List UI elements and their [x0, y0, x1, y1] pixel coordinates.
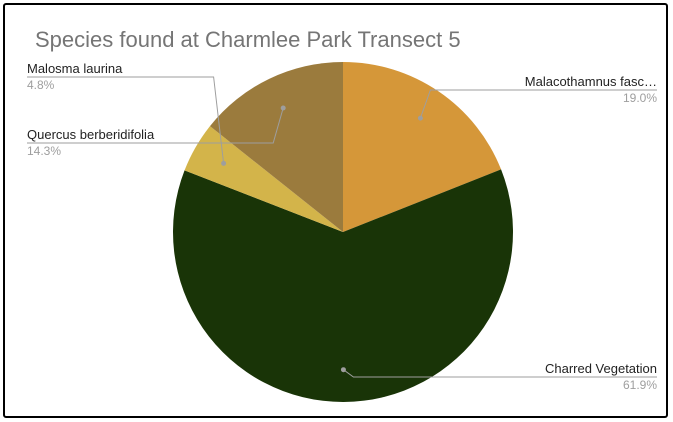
- leader-dot-quercus-berberidifolia: [280, 105, 286, 111]
- leader-dot-malacothamnus-fasc: [417, 115, 423, 121]
- slice-percent-charred-vegetation: 61.9%: [623, 378, 657, 392]
- slice-percent-malosma-laurina: 4.8%: [27, 78, 55, 92]
- leader-dot-malosma-laurina: [221, 160, 227, 166]
- leader-line-charred-vegetation: [343, 369, 657, 378]
- slice-label-quercus-berberidifolia: Quercus berberidifolia: [27, 127, 155, 142]
- pie-chart: Malacothamnus fasc… 19.0% Charred Vegetati…: [27, 61, 657, 403]
- slice-percent-quercus-berberidifolia: 14.3%: [27, 144, 61, 158]
- leader-dot-charred-vegetation: [340, 367, 346, 373]
- pie-slice-malosma-laurina: [184, 126, 343, 232]
- slice-label-malosma-laurina: Malosma laurina: [27, 61, 123, 76]
- pie-slice-quercus-berberidifolia: [209, 62, 343, 232]
- slice-label-malacothamnus-fasc: Malacothamnus fasc…: [525, 74, 657, 89]
- pie-slice-malacothamnus-fasc: [343, 62, 502, 232]
- pie-slice-charred-vegetation: [173, 169, 513, 403]
- chart-title: Species found at Charmlee Park Transect …: [35, 27, 461, 52]
- slice-percent-malacothamnus-fasc: 19.0%: [623, 91, 657, 105]
- leader-line-malosma-laurina: [27, 76, 225, 164]
- leader-line-malacothamnus-fasc: [419, 89, 657, 119]
- slice-label-charred-vegetation: Charred Vegetation: [545, 361, 657, 376]
- leader-line-quercus-berberidifolia: [27, 107, 284, 144]
- chart-frame: Species found at Charmlee Park Transect …: [3, 3, 668, 418]
